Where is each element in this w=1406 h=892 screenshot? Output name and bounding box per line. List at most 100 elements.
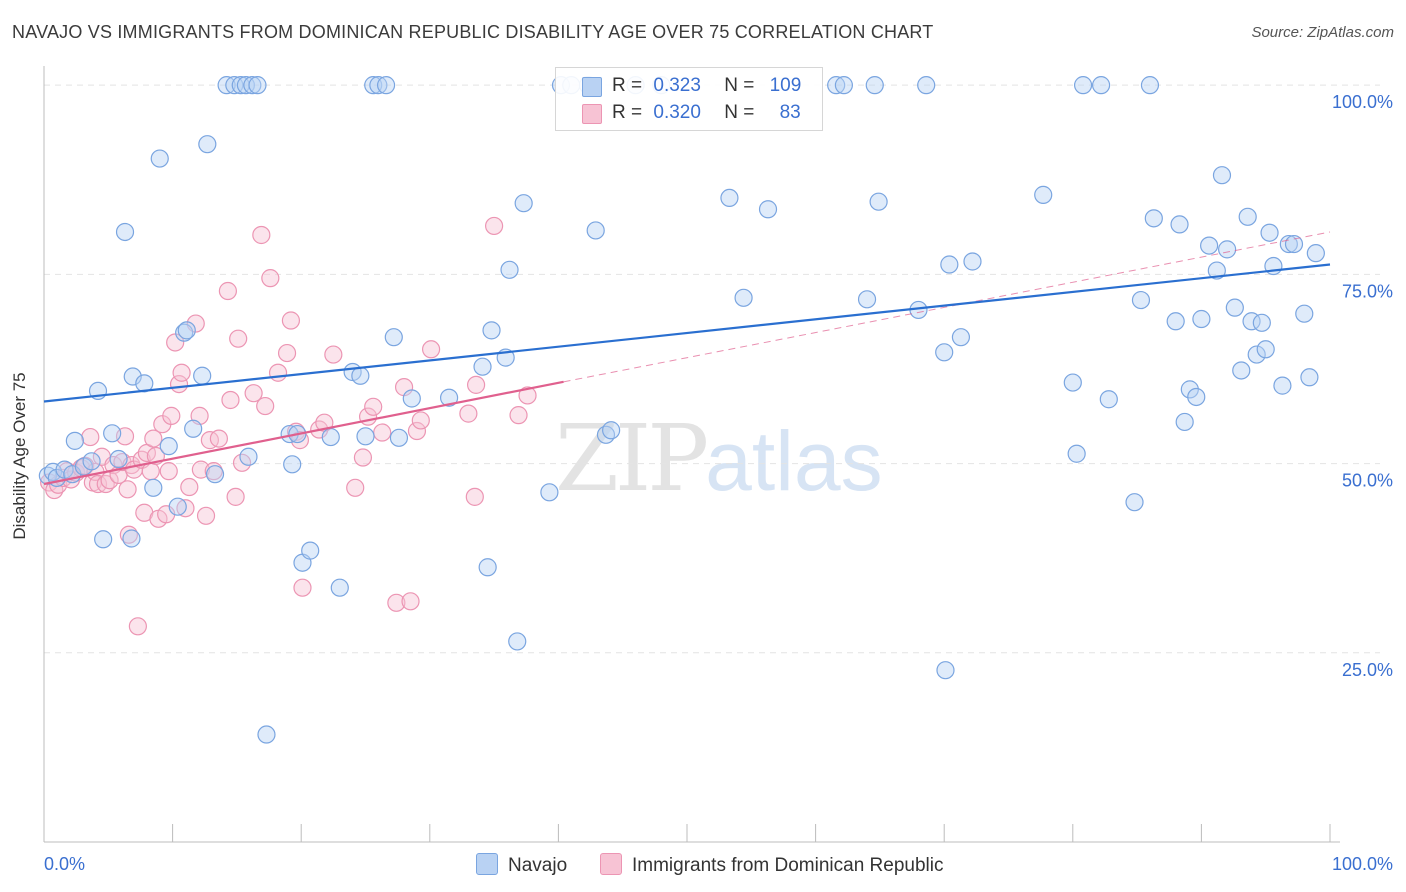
dominican-point <box>373 423 392 442</box>
navajo-point <box>936 661 955 680</box>
navajo-point <box>193 366 212 385</box>
gridlines <box>44 84 1380 654</box>
dominican-point <box>411 411 430 430</box>
navajo-point <box>1306 244 1325 263</box>
dominican-point <box>128 617 147 636</box>
dominican-point <box>277 343 297 363</box>
navajo-point <box>439 388 459 407</box>
dominican-point <box>221 390 240 410</box>
r-value: 0.320 <box>653 102 701 123</box>
navajo-point <box>94 530 113 549</box>
navajo-point <box>1073 76 1093 95</box>
navajo-point <box>500 260 519 279</box>
dominican-point <box>465 487 484 506</box>
navajo-point <box>473 357 492 376</box>
navajo-point <box>1300 368 1319 387</box>
navajo-point <box>602 421 621 440</box>
navajo-point <box>720 188 739 208</box>
legend-text-dominican: R = 0.320 N = 83 <box>612 102 801 124</box>
navajo-point <box>482 321 501 340</box>
dominican-point <box>159 462 178 481</box>
navajo-point <box>1180 380 1199 399</box>
navajo-point <box>1131 290 1151 310</box>
navajo-point <box>917 76 936 95</box>
dominican-point <box>401 592 420 611</box>
dominican-point <box>81 427 100 447</box>
navajo-point <box>827 76 846 95</box>
dominican-point <box>407 421 427 441</box>
navajo-point <box>369 76 388 95</box>
navajo-point <box>1192 309 1211 329</box>
n-label: N = <box>724 75 755 96</box>
dominican-point <box>118 480 137 499</box>
dominican-point <box>509 406 528 425</box>
dominican-point <box>162 406 181 425</box>
navajo-trend-line <box>43 263 1331 403</box>
navajo-point <box>865 76 884 95</box>
dominican-point <box>324 345 343 364</box>
navajo-point <box>1140 76 1160 95</box>
dominican-point <box>88 474 108 494</box>
navajo-point <box>217 76 236 95</box>
navajo-point <box>82 452 101 471</box>
navajo-point <box>1034 185 1053 204</box>
dominican-swatch <box>582 104 602 124</box>
navajo-point <box>351 366 370 385</box>
navajo-point <box>1207 261 1226 280</box>
legend-label-dominican: Immigrants from Dominican Republic <box>632 855 944 876</box>
navajo-point <box>1091 76 1111 95</box>
dominican-point <box>518 386 537 405</box>
navajo-point <box>243 76 262 95</box>
navajo-point <box>402 389 421 408</box>
y-tick-label: 75.0% <box>1342 281 1393 301</box>
dominican-point <box>166 333 185 352</box>
r-label: R = <box>612 75 643 96</box>
navajo-point <box>205 465 225 484</box>
navajo-point <box>144 478 163 497</box>
dominican-point <box>256 396 275 416</box>
navajo-point <box>330 578 349 597</box>
navajo-point <box>1273 376 1292 395</box>
navajo-point <box>1200 236 1219 255</box>
navajo-point <box>540 483 559 502</box>
dominican-point <box>200 431 219 450</box>
navajo-point <box>1238 207 1257 226</box>
dominican-point <box>293 578 312 597</box>
navajo-point <box>389 428 409 447</box>
n-label: N = <box>724 102 755 123</box>
navajo-point <box>122 529 141 548</box>
dominican-point <box>229 329 248 348</box>
dominican-point <box>252 225 271 245</box>
legend-label-navajo: Navajo <box>508 855 568 876</box>
navajo-point <box>1063 373 1082 392</box>
navajo-point <box>384 328 403 347</box>
navajo-point <box>184 419 203 438</box>
navajo-point <box>150 149 169 168</box>
dominican-point <box>218 281 237 301</box>
navajo-point <box>834 76 853 95</box>
navajo-point <box>1247 345 1266 364</box>
navajo-point <box>356 427 375 446</box>
navajo-point <box>123 367 142 386</box>
legend-item-navajo: Navajo <box>476 853 567 877</box>
dominican-trend-line <box>43 380 564 486</box>
dominican-point <box>281 311 301 330</box>
navajo-point <box>115 222 135 242</box>
dominican-point <box>204 462 223 481</box>
navajo-point <box>1260 223 1279 242</box>
navajo-point <box>257 725 276 744</box>
navajo-point <box>758 200 778 219</box>
dominican-point <box>346 478 365 497</box>
dominican-point <box>353 448 373 467</box>
navajo-point <box>159 437 178 456</box>
y-axis-label-text: Disability Age Over 75 <box>10 372 29 540</box>
navajo-point <box>1170 215 1189 234</box>
navajo-point <box>1144 209 1163 228</box>
dominican-point <box>466 375 486 394</box>
navajo-point <box>478 558 497 577</box>
x-tick-label-max: 100.0% <box>1332 854 1393 874</box>
navajo-point <box>1099 390 1118 409</box>
navajo-point <box>1279 234 1298 254</box>
dominican-point <box>226 487 245 506</box>
